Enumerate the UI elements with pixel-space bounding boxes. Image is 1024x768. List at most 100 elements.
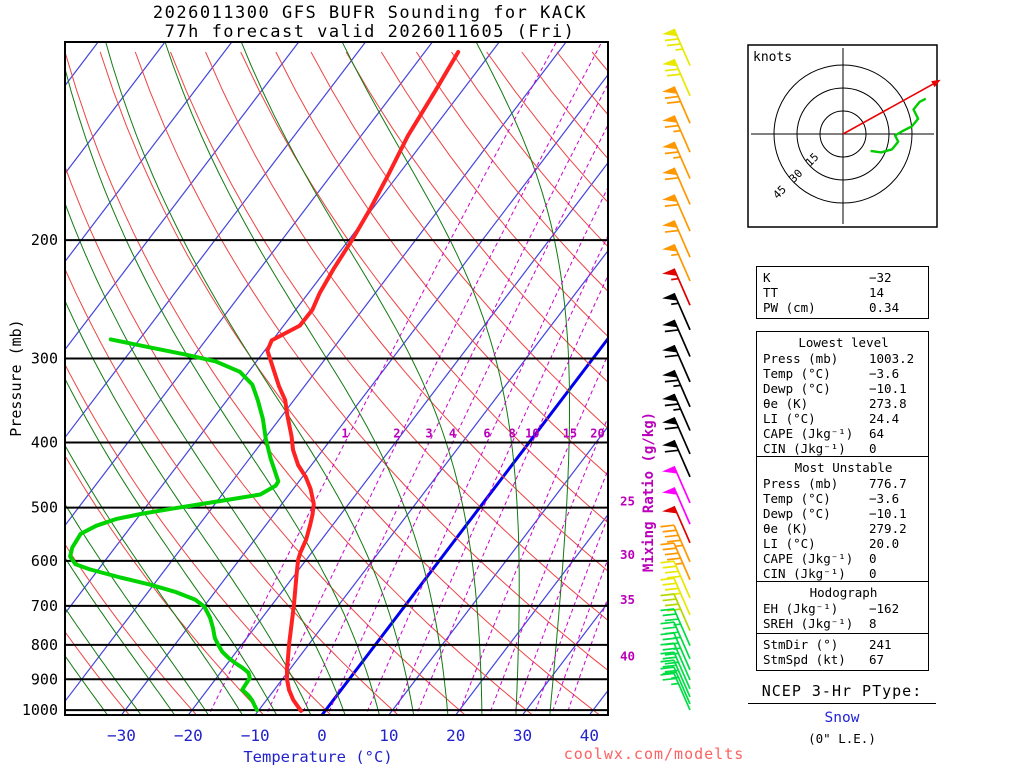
stat-value: 14: [869, 285, 885, 300]
most-unstable-title: Most Unstable: [794, 460, 893, 475]
temperature-tick-label: 30: [513, 726, 532, 745]
stat-value: 24.4: [869, 411, 900, 426]
hodograph-knots-label: knots: [753, 50, 793, 65]
stat-label: StmDir (°): [763, 637, 839, 652]
pressure-tick-label: 200: [31, 231, 58, 249]
temperature-tick-label: 0: [317, 726, 327, 745]
stat-value: 241: [869, 637, 892, 652]
hodograph-ring: [773, 64, 913, 204]
pressure-tick-label: 700: [31, 597, 58, 615]
wind-barb: [662, 292, 691, 331]
stat-value: 273.8: [869, 396, 907, 411]
stat-row-temp: Temp (°C) −3.6: [763, 491, 924, 506]
mixing-ratio-label: 8: [509, 427, 516, 441]
mixing-ratio-label: 4: [449, 427, 456, 441]
wind-barb: [660, 542, 691, 581]
wind-barb: [662, 465, 691, 504]
wind-barb: [662, 439, 691, 478]
stat-label: PW (cm): [763, 300, 816, 315]
mixing-ratio-label: 3: [425, 427, 432, 441]
temperature-trace: [265, 50, 461, 713]
hodograph-box: [747, 44, 938, 228]
stat-row-li: LI (°C) 24.4: [763, 411, 924, 426]
indices-box: K −32 TT 14 PW (cm) 0.34: [756, 266, 929, 319]
mixing-ratio-label: 35: [620, 592, 635, 607]
ptype-title: NCEP 3-Hr PType:: [761, 682, 923, 700]
wind-barb: [660, 524, 691, 563]
stat-value: 0: [869, 566, 877, 581]
storm-motion-arrow: [842, 83, 934, 135]
temperature-tick-label: −10: [241, 726, 270, 745]
temperature-tick-label: −20: [174, 726, 203, 745]
mixing-ratio-label: 25: [620, 494, 635, 509]
stat-value: −32: [869, 270, 892, 285]
mixing-ratio-axis-label: Mixing Ratio (g/kg): [641, 411, 657, 573]
temperature-tick-label: 10: [379, 726, 398, 745]
stat-label: TT: [763, 285, 779, 300]
wind-barb: [660, 608, 691, 646]
stat-row-thetae: θe (K) 279.2: [763, 521, 924, 536]
pressure-tick-label: 400: [31, 434, 58, 452]
hodograph-trace: [870, 97, 927, 154]
stat-label: LI (°C): [763, 411, 816, 426]
stat-value: −162: [869, 601, 900, 616]
wind-barb: [660, 672, 691, 711]
stat-value: −10.1: [869, 381, 907, 396]
stat-row-cin: CIN (Jkg⁻¹) 0: [763, 566, 924, 581]
stat-label: CIN (Jkg⁻¹): [763, 566, 846, 581]
pressure-tick-label: 500: [31, 499, 58, 517]
pressure-tick-label: 300: [31, 350, 58, 368]
pressure-tick-label: 900: [31, 670, 58, 688]
mixing-ratio-label: 2: [393, 427, 400, 441]
stat-label: Temp (°C): [763, 366, 831, 381]
wind-barb: [662, 319, 691, 357]
stat-label: EH (Jkg⁻¹): [763, 601, 839, 616]
wind-barb: [662, 141, 691, 179]
wind-barb: [662, 416, 691, 455]
stat-value: 0.34: [869, 300, 900, 315]
stat-label: K: [763, 270, 771, 285]
stat-row-thetae: θe (K) 273.8: [763, 396, 924, 411]
stats-divider: [757, 633, 928, 634]
temperature-tick-label: −30: [107, 726, 136, 745]
stat-value: 8: [869, 616, 877, 631]
temperature-axis-label: Temperature (°C): [243, 748, 393, 766]
temperature-tick-label: 20: [446, 726, 465, 745]
hodograph-ring: [819, 110, 867, 158]
mixing-ratio-label: 30: [620, 547, 635, 562]
wind-barb: [662, 28, 691, 66]
stat-label: SREH (Jkg⁻¹): [763, 616, 854, 631]
stat-label: Temp (°C): [763, 491, 831, 506]
storm-motion-arrowhead: [931, 79, 941, 88]
chart-title-line1: 2026011300 GFS BUFR Sounding for KACK: [152, 3, 588, 23]
mixing-ratio-label: 20: [590, 427, 604, 441]
pressure-tick-label: 800: [31, 636, 58, 654]
wind-barb: [660, 642, 691, 681]
stat-label: StmSpd (kt): [763, 652, 846, 667]
skewt-background-lines: [65, 42, 608, 715]
temperature-tick-label: 40: [580, 726, 599, 745]
stat-value: 67: [869, 652, 885, 667]
lowest-level-box: Lowest level Press (mb) 1003.2 Temp (°C)…: [756, 331, 929, 460]
mixing-ratio-label: 6: [483, 427, 490, 441]
stat-row-cin: CIN (Jkg⁻¹) 0: [763, 441, 924, 456]
mixing-ratio-label: 1: [341, 427, 348, 441]
mixing-ratio-label: 10: [525, 427, 539, 441]
wind-barb: [662, 268, 691, 306]
stat-value: 776.7: [869, 476, 907, 491]
chart-title-line2: 77h forecast valid 2026011605 (Fri): [164, 22, 576, 42]
stat-label: θe (K): [763, 521, 809, 536]
axis-tick-labels: 200 300 400 500 600 700 800 900 1000 −30 −20 −10 0 10…: [22, 231, 635, 745]
stat-row-pw: PW (cm) 0.34: [763, 300, 924, 315]
skewt-frame-isobars: [64, 41, 609, 716]
stat-label: CAPE (Jkg⁻¹): [763, 426, 854, 441]
stat-row-k: K −32: [763, 270, 924, 285]
lowest-level-title: Lowest level: [798, 335, 889, 350]
wind-barb: [662, 58, 691, 97]
stat-row-dewp: Dewp (°C) −10.1: [763, 506, 924, 521]
ptype-value: Snow: [824, 710, 860, 726]
stat-value: 1003.2: [869, 351, 915, 366]
hodograph-ring-label: 15: [803, 151, 822, 170]
